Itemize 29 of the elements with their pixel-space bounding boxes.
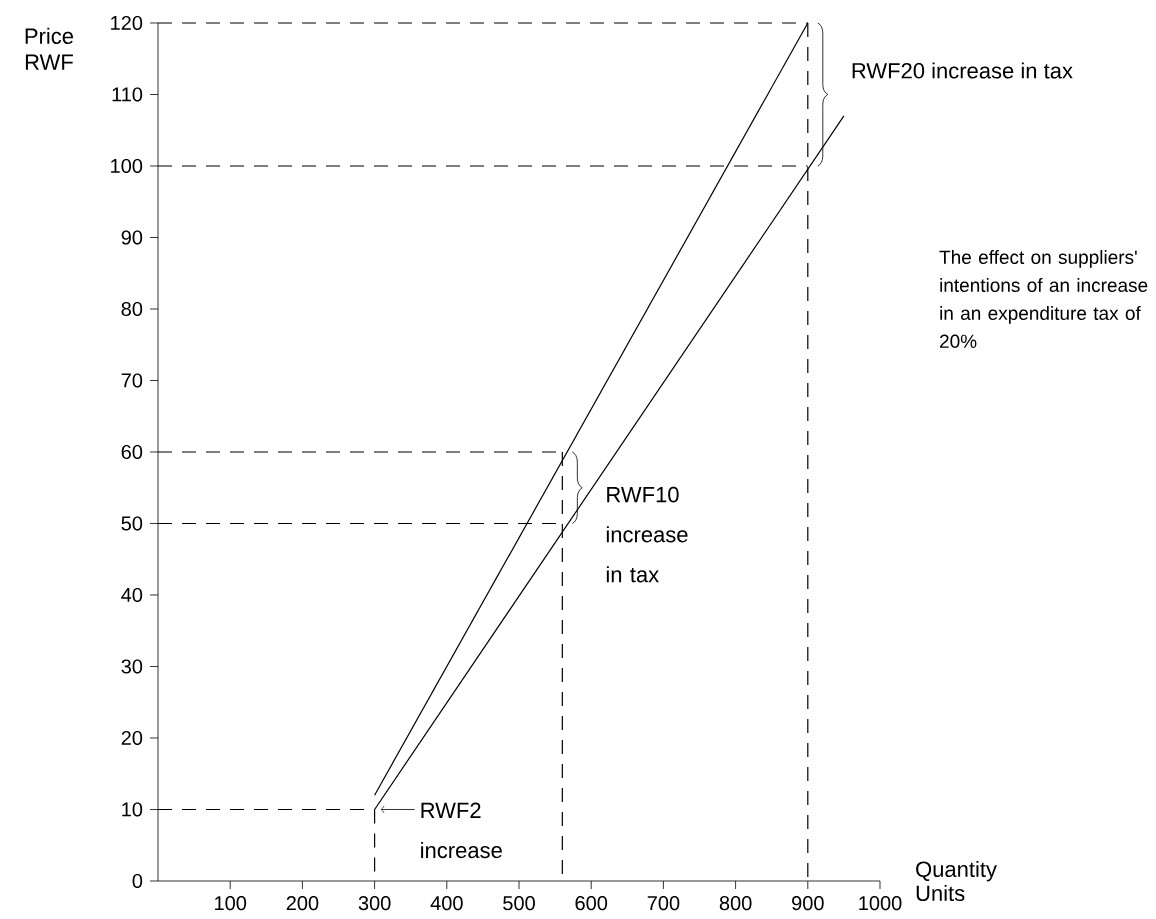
y-tick-label: 20	[121, 730, 143, 746]
x-tick-label: 500	[503, 896, 535, 911]
y-tick-label: 60	[121, 444, 143, 460]
x-tick-label: 1000	[859, 896, 902, 911]
y-tick-label: 40	[121, 587, 143, 603]
y-tick-label: 120	[111, 15, 143, 31]
text: The effect on suppliers' intentions of an increase in an expenditure tax of 20%	[939, 250, 1148, 348]
y-tick-label: 10	[122, 802, 143, 817]
y-tick-label: 70	[121, 373, 143, 388]
y-tick-label: 110	[112, 87, 143, 102]
y-tick-label: 100	[111, 158, 143, 174]
x-tick-label: 600	[575, 896, 608, 911]
y-tick-label: 80	[121, 301, 143, 317]
x-tick-label: 200	[286, 896, 319, 911]
x-tick-label: 300	[358, 896, 391, 911]
annotation: RWF20 increase in tax	[852, 62, 1073, 79]
y-tick-label: 50	[121, 516, 143, 531]
x-tick-label: 400	[430, 896, 463, 911]
x-tick-label: 800	[719, 896, 752, 911]
x-tick-label: 900	[792, 896, 824, 911]
x-axis-title: Quantity Units	[916, 860, 997, 902]
annotation: RWF2 increase	[421, 802, 502, 859]
y-tick-label: 0	[132, 873, 143, 889]
y-tick-label: 30	[121, 659, 143, 674]
x-tick-label: 100	[215, 896, 247, 911]
y-tick-label: 90	[121, 230, 143, 245]
y-axis-title: Price RWF	[25, 27, 74, 70]
x-tick-label: 700	[647, 896, 680, 911]
annotation: RWF10 increase in tax	[606, 486, 688, 583]
